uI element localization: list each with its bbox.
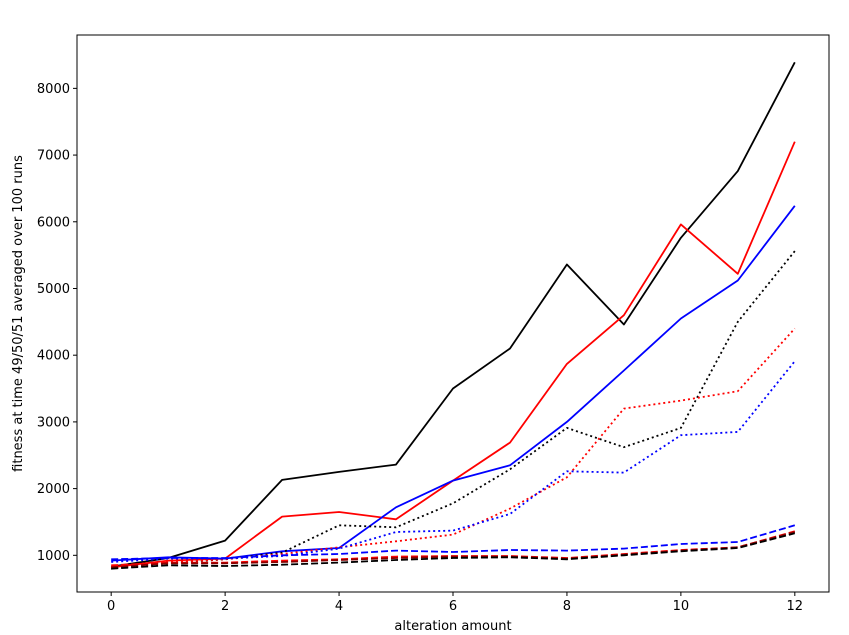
plot-lines — [111, 61, 796, 570]
series-line-1 — [111, 61, 796, 568]
series-line-3 — [111, 205, 796, 562]
y-tick-label: 7000 — [37, 149, 70, 164]
x-axis-label: alteration amount — [394, 619, 511, 634]
y-axis: 1000 2000 3000 4000 5000 6000 7000 8000 — [37, 82, 77, 564]
x-axis: 0 2 4 6 8 10 12 — [107, 592, 803, 614]
series-line-10 — [111, 532, 796, 570]
series-line-5 — [111, 327, 796, 568]
series-line-2 — [111, 141, 796, 569]
x-tick-label: 4 — [335, 599, 343, 614]
x-tick-label: 10 — [673, 599, 690, 614]
y-axis-label: fitness at time 49/50/51 averaged over 1… — [11, 155, 26, 472]
series-line-4 — [111, 250, 796, 570]
y-tick-label: 4000 — [37, 349, 70, 364]
x-tick-label: 8 — [563, 599, 571, 614]
y-tick-label: 2000 — [37, 482, 70, 497]
x-tick-label: 6 — [449, 599, 457, 614]
y-tick-label: 3000 — [37, 415, 70, 430]
series-line-8 — [111, 530, 796, 567]
x-tick-label: 12 — [787, 599, 804, 614]
series-line-7 — [111, 524, 796, 561]
y-tick-label: 8000 — [37, 82, 70, 97]
plot-frame — [76, 34, 830, 593]
x-tick-label: 2 — [221, 599, 229, 614]
x-tick-label: 0 — [107, 599, 115, 614]
series-line-6 — [111, 360, 796, 563]
y-tick-label: 5000 — [37, 282, 70, 297]
y-tick-label: 1000 — [37, 549, 70, 564]
y-tick-label: 6000 — [37, 215, 70, 230]
